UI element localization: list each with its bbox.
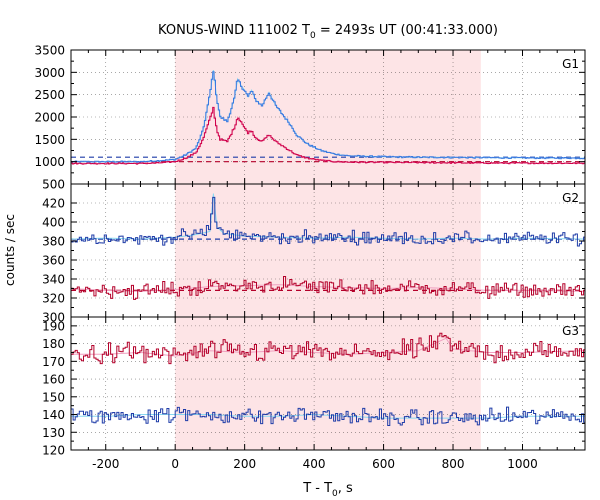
shade-layer [175,50,481,450]
y-tick-label: 3500 [34,44,65,58]
panel-frame-G3 [70,316,586,451]
y-tick-label: 150 [42,390,65,404]
panel-label-G1: G1 [562,57,579,71]
y-tick-label: 320 [42,292,65,306]
x-axis-label: T - T0, s [302,481,353,499]
series-G1-blue [71,71,585,163]
panel-label-G2: G2 [562,191,579,205]
y-tick-label: 1500 [34,133,65,147]
x-tick-label: 800 [442,457,465,471]
grid-layer [71,50,585,450]
y-tick-label: 130 [42,426,65,440]
y-axis-label: counts / sec [3,214,17,286]
shaded-interval-G3 [175,317,481,450]
series-G3-blue [71,406,585,426]
x-tick-label: -200 [92,457,119,471]
y-tick-label: 2000 [34,111,65,125]
y-tick-label: 360 [42,254,65,268]
y-tick-label: 340 [42,273,65,287]
series-G2-blue [71,196,585,247]
y-tick-label: 120 [42,444,65,458]
y-tick-label: 180 [42,337,65,351]
y-tick-label: 420 [42,197,65,211]
y-tick-label: 500 [42,178,65,192]
shaded-interval-G2 [175,184,481,317]
x-tick-label: 0 [171,457,179,471]
y-tick-label: 380 [42,235,65,249]
x-tick-label: 600 [372,457,395,471]
x-tick-label: 1000 [507,457,538,471]
axis-layer: 500100015002000250030003500G130032034036… [34,44,586,471]
series-G1-red [71,106,585,165]
y-tick-label: 300 [42,311,65,325]
y-tick-label: 190 [42,319,65,333]
y-tick-label: 160 [42,373,65,387]
y-tick-label: 140 [42,408,65,422]
series-layer [70,70,586,426]
y-tick-label: 400 [42,216,65,230]
x-tick-label: 400 [303,457,326,471]
series-G3-red [71,332,585,365]
panel-label-G3: G3 [562,324,579,338]
y-tick-label: 2500 [34,88,65,102]
chart-title: KONUS-WIND 111002 T0 = 2493s UT (00:41:3… [158,23,498,41]
series-G2-red [71,276,585,300]
y-tick-label: 1000 [34,155,65,169]
y-tick-label: 170 [42,355,65,369]
x-tick-label: 200 [233,457,256,471]
y-tick-label: 3000 [34,66,65,80]
